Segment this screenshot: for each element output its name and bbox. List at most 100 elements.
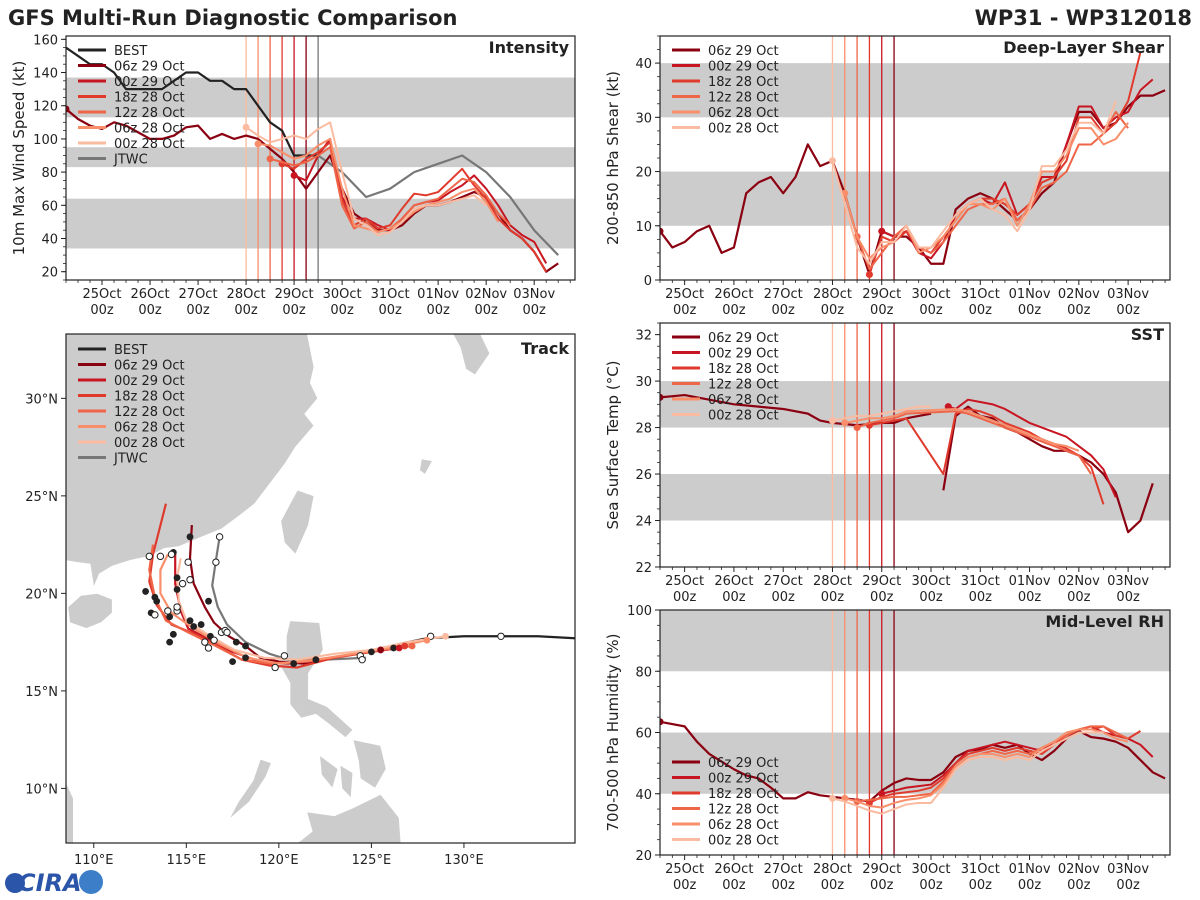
shear-xtick-sublabel: 00z xyxy=(1018,303,1042,318)
intensity-xtick-label: 03Nov xyxy=(513,287,555,302)
sst-ytick-label: 28 xyxy=(635,422,652,437)
sst-xtick-sublabel: 00z xyxy=(969,590,993,605)
shear-legend-label: 00z 28 Oct xyxy=(708,122,779,137)
rh-ytick-label: 40 xyxy=(635,788,652,803)
intensity-xtick-sublabel: 00z xyxy=(474,303,498,318)
track-xtick-label: 125°E xyxy=(352,853,392,868)
intensity-legend-label: 00z 29 Oct xyxy=(114,75,185,90)
rh-xtick-sublabel: 00z xyxy=(870,878,894,893)
intensity-xtick-label: 27Oct xyxy=(179,287,218,302)
rh-legend-label: 06z 28 Oct xyxy=(708,818,779,833)
track-legend-label: BEST xyxy=(114,343,147,358)
track-xtick-label: 115°E xyxy=(167,853,207,868)
track-xtick-label: 120°E xyxy=(259,853,299,868)
track-ytick-label: 25°N xyxy=(25,490,58,505)
track-fix-filled xyxy=(173,574,181,582)
rh-series-line xyxy=(856,725,1129,803)
shear-init-marker xyxy=(878,227,886,235)
track-landmass xyxy=(452,334,491,376)
rh-xtick-label: 30Oct xyxy=(911,862,950,877)
rh-panel: 2040608010025Oct00z26Oct00z27Oct00z28Oct… xyxy=(604,604,1171,893)
shear-xtick-sublabel: 00z xyxy=(673,303,697,318)
rh-xtick-label: 28Oct xyxy=(813,862,852,877)
track-init-marker xyxy=(423,636,431,644)
track-plot-area xyxy=(66,334,575,843)
sst-legend-label: 18z 28 Oct xyxy=(708,362,779,377)
shear-xtick-label: 01Nov xyxy=(1009,287,1051,302)
track-init-marker xyxy=(408,642,416,650)
shear-xtick-label: 30Oct xyxy=(911,287,950,302)
rh-series-line xyxy=(660,720,1166,803)
rh-init-marker xyxy=(660,718,664,726)
rh-xtick-sublabel: 00z xyxy=(772,878,796,893)
intensity-ytick-label: 20 xyxy=(41,266,58,281)
intensity-legend-label: JTWC xyxy=(113,153,148,168)
rh-init-marker xyxy=(828,794,836,802)
shear-init-marker xyxy=(828,157,836,165)
shear-xtick-label: 25Oct xyxy=(665,287,704,302)
track-legend-label: 06z 28 Oct xyxy=(114,421,185,436)
track-ytick-label: 15°N xyxy=(25,685,58,700)
shear-init-marker xyxy=(865,271,873,279)
sst-series-line xyxy=(844,407,1080,452)
sst-xtick-sublabel: 00z xyxy=(870,590,894,605)
shear-ytick-label: 20 xyxy=(635,166,652,181)
track-frame xyxy=(65,333,576,844)
track-init-marker xyxy=(401,642,409,650)
storm-id: WP31 - WP312018 xyxy=(975,6,1192,30)
rh-xtick-sublabel: 00z xyxy=(1018,878,1042,893)
track-fix-filled xyxy=(190,623,198,630)
cira-logo: CIRA xyxy=(5,869,103,897)
rh-series-line xyxy=(844,728,1129,809)
rh-xtick-label: 03Nov xyxy=(1107,862,1149,877)
sst-legend-label: 06z 29 Oct xyxy=(708,331,779,346)
track-fix-filled xyxy=(242,642,249,650)
intensity-frame xyxy=(65,35,576,281)
rh-ylabel: 700-500 hPa Humidity (%) xyxy=(604,633,622,831)
sst-xtick-label: 29Oct xyxy=(862,574,901,589)
rh-xtick-sublabel: 00z xyxy=(673,878,697,893)
track-fix-filled xyxy=(368,648,375,656)
rh-legend-label: 06z 29 Oct xyxy=(708,756,779,771)
sst-ylabel: Sea Surface Temp (°C) xyxy=(604,360,622,529)
track-fix-open xyxy=(201,638,209,646)
shear-xtick-sublabel: 00z xyxy=(870,303,894,318)
sst-series-line xyxy=(869,407,1105,505)
rh-xtick-label: 02Nov xyxy=(1058,862,1100,877)
shear-plot-area xyxy=(660,36,1170,280)
intensity-init-marker xyxy=(254,140,262,148)
sst-xtick-label: 31Oct xyxy=(961,574,1000,589)
intensity-xtick-sublabel: 00z xyxy=(186,303,210,318)
rh-series-line xyxy=(832,731,1104,815)
track-fix-filled xyxy=(390,644,398,652)
sst-ytick-label: 24 xyxy=(635,515,652,530)
track-panel: 110°E 115°E 120°E 125°E 130°E 10°N 15°N 20°N 25°… xyxy=(25,333,576,868)
intensity-xtick-sublabel: 00z xyxy=(138,303,162,318)
shear-xtick-label: 27Oct xyxy=(764,287,803,302)
shear-xtick-label: 28Oct xyxy=(813,287,852,302)
track-legend-label: 06z 29 Oct xyxy=(114,359,185,374)
rh-shade-band xyxy=(660,610,1170,672)
rh-xtick-sublabel: 00z xyxy=(1116,878,1140,893)
logo-text: CIRA xyxy=(18,869,82,897)
track-landmass xyxy=(339,764,354,800)
sst-ytick-label: 26 xyxy=(635,468,652,483)
shear-legend-label: 06z 28 Oct xyxy=(708,106,779,121)
rh-xtick-sublabel: 00z xyxy=(821,878,845,893)
rh-ytick-label: 60 xyxy=(635,727,652,742)
shear-xtick-label: 02Nov xyxy=(1058,287,1100,302)
rh-legend-label: 00z 29 Oct xyxy=(708,772,779,787)
track-fix-filled xyxy=(232,638,240,646)
rh-series-line xyxy=(868,725,1141,804)
track-legend-label: 00z 29 Oct xyxy=(114,374,185,389)
shear-title: Deep-Layer Shear xyxy=(1003,38,1164,57)
track-landmass xyxy=(228,758,272,820)
intensity-plot-area xyxy=(66,36,575,280)
track-fix-filled xyxy=(142,588,149,595)
track-fix-open xyxy=(204,644,213,652)
shear-ytick-label: 0 xyxy=(644,274,652,289)
sst-xtick-sublabel: 00z xyxy=(821,590,845,605)
panels: 2040608010012014016025Oct00z26Oct00z27Oc… xyxy=(10,33,1171,893)
track-fix-open xyxy=(223,628,231,637)
